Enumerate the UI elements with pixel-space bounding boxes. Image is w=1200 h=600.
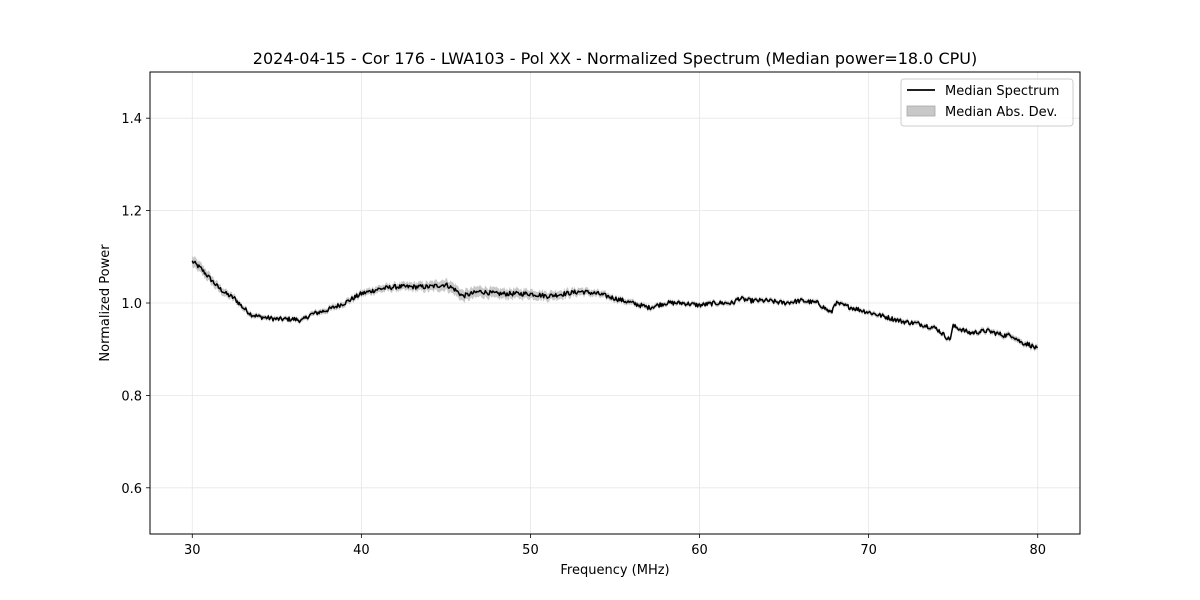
median-spectrum-line xyxy=(191,260,1038,350)
x-tick-label: 40 xyxy=(353,543,370,558)
legend-median-abs-dev-swatch xyxy=(906,105,936,117)
chart-title: 2024-04-15 - Cor 176 - LWA103 - Pol XX -… xyxy=(253,49,977,68)
x-tick-label: 80 xyxy=(1029,543,1046,558)
legend-box xyxy=(900,78,1074,127)
x-axis: 30 40 50 60 70 80 xyxy=(184,534,1046,558)
x-axis-label: Frequency (MHz) xyxy=(560,563,669,578)
y-axis-label: Normalized Power xyxy=(98,244,113,362)
y-tick-label: 0.6 xyxy=(121,482,142,497)
y-tick-label: 0.8 xyxy=(121,389,142,404)
y-tick-label: 1.2 xyxy=(121,205,142,220)
legend-median-abs-dev-label: Median Abs. Dev. xyxy=(945,105,1057,120)
x-tick-label: 30 xyxy=(184,543,201,558)
x-tick-label: 60 xyxy=(691,543,708,558)
y-tick-label: 1.0 xyxy=(121,297,142,312)
legend: Median Spectrum Median Abs. Dev. xyxy=(900,78,1074,127)
x-tick-label: 70 xyxy=(860,543,877,558)
y-axis: 0.6 0.8 1.0 1.2 1.4 xyxy=(121,112,150,497)
legend-median-spectrum-label: Median Spectrum xyxy=(945,84,1059,99)
y-tick-label: 1.4 xyxy=(121,112,142,127)
x-tick-label: 50 xyxy=(522,543,539,558)
